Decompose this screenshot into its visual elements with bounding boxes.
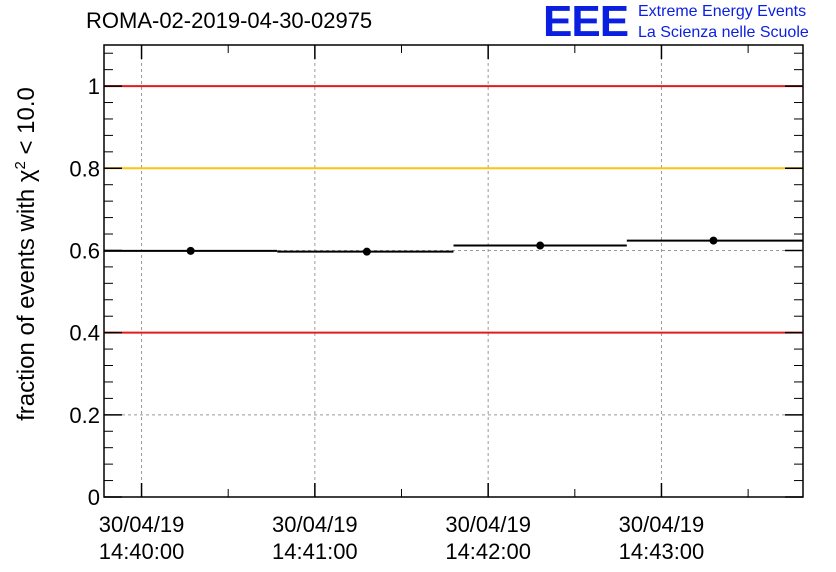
logo-line-2: La Scienza nelle Scuole	[638, 24, 809, 41]
x-tick-label-time: 14:41:00	[272, 539, 358, 564]
y-tick-label: 0.8	[69, 156, 100, 181]
data-point	[709, 236, 718, 245]
x-tick-label-time: 14:43:00	[619, 539, 705, 564]
x-tick-label-date: 30/04/19	[272, 512, 358, 537]
grid	[104, 45, 803, 497]
x-tick-label-date: 30/04/19	[99, 512, 185, 537]
y-tick-label: 0.4	[69, 321, 100, 346]
data-point	[186, 246, 195, 255]
chart-title: ROMA-02-2019-04-30-02975	[86, 8, 373, 33]
data-point	[536, 241, 545, 250]
logo-line-1: Extreme Energy Events	[638, 3, 807, 20]
x-tick-label-time: 14:40:00	[99, 539, 185, 564]
logo-mark: EEE	[543, 0, 629, 46]
y-axis: 0 0.2 0.4 0.6 0.8 1	[69, 52, 803, 510]
reference-lines	[104, 85, 803, 334]
y-tick-label: 1	[88, 74, 100, 99]
x-tick-label-date: 30/04/19	[445, 512, 531, 537]
eee-logo: EEE Extreme Energy Events La Scienza nel…	[543, 0, 833, 46]
y-tick-label: 0.2	[69, 403, 100, 428]
x-axis: 30/04/1914:40:0030/04/1914:41:0030/04/19…	[99, 45, 749, 564]
x-tick-label-time: 14:42:00	[445, 539, 531, 564]
y-tick-label: 0.6	[69, 238, 100, 263]
data-point	[362, 247, 371, 256]
y-tick-label: 0	[88, 485, 100, 510]
data-series	[104, 236, 803, 256]
plot-frame	[103, 44, 804, 498]
plot-border	[103, 44, 804, 498]
y-axis-label: fraction of events with χ2 < 10.0	[12, 87, 40, 421]
x-tick-label-date: 30/04/19	[619, 512, 705, 537]
